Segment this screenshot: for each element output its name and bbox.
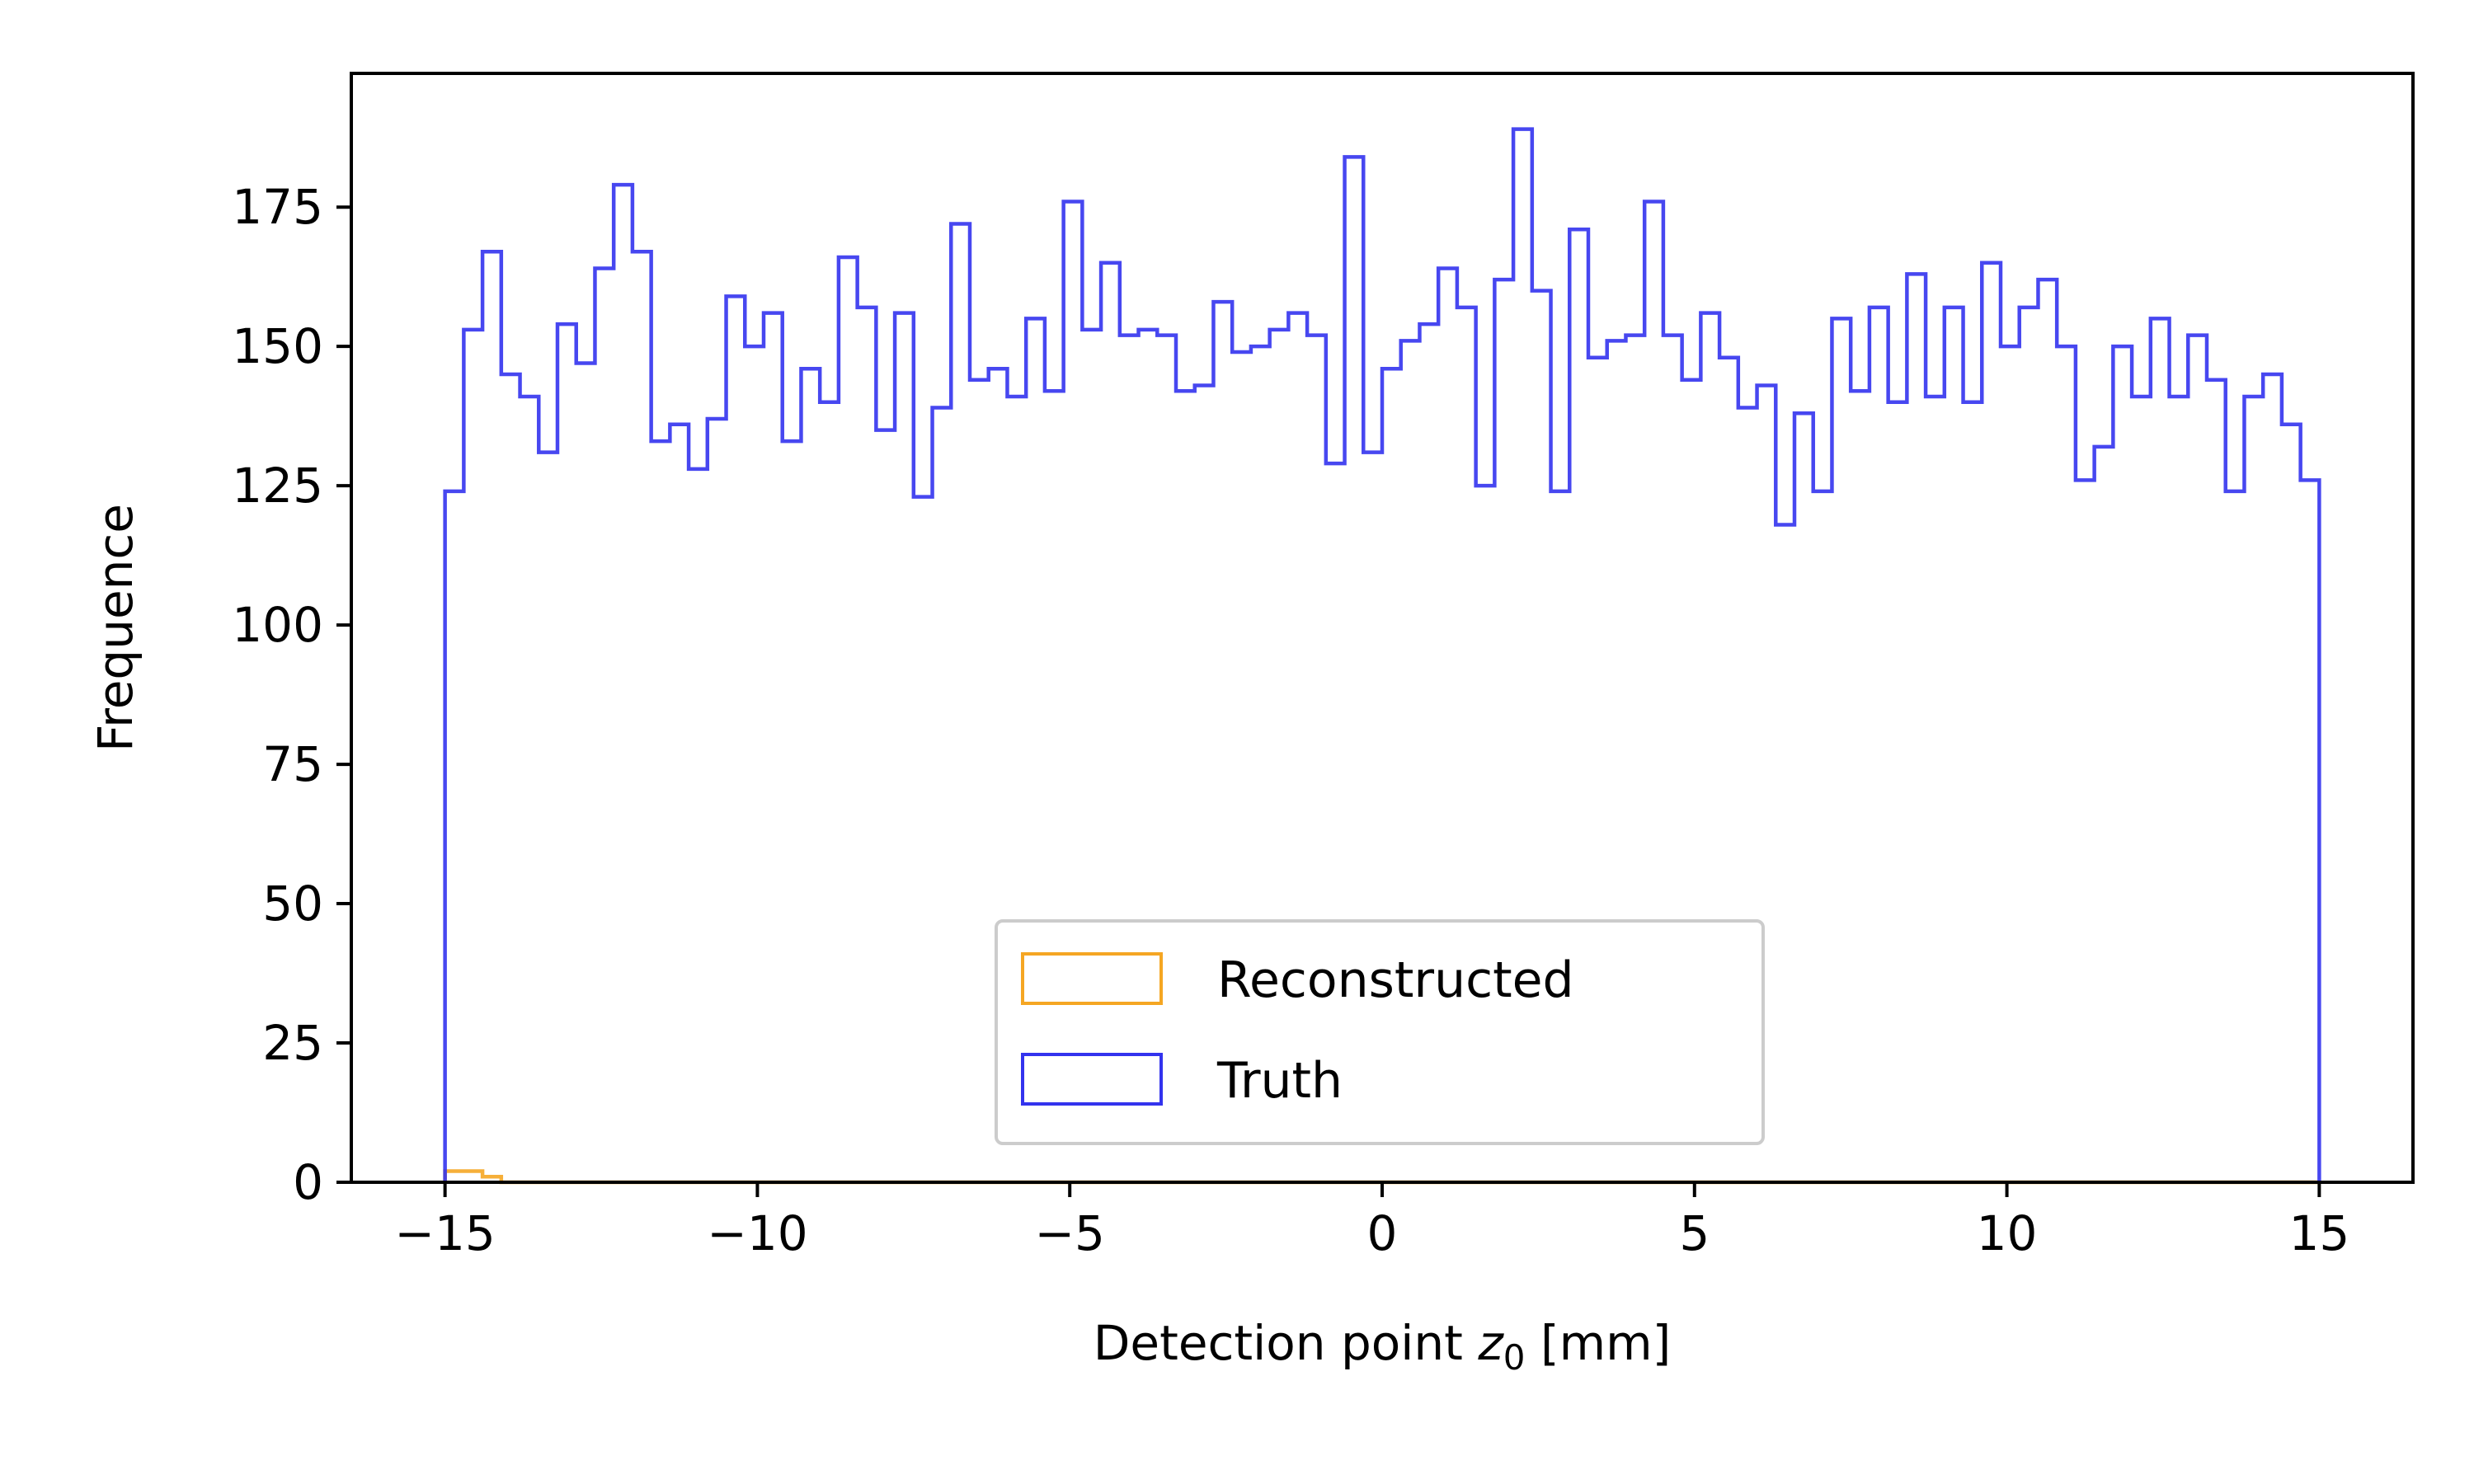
x-tick-label: −5 [1034,1205,1105,1261]
y-axis: 0 25 50 75 100 125 150 175 [232,179,351,1210]
y-tick-label: 100 [232,597,323,653]
legend-box [995,919,1765,1145]
x-axis-label-sub: 0 [1503,1337,1526,1378]
x-tick-label: −10 [707,1205,807,1261]
y-tick-label: 75 [262,736,323,792]
y-tick-label: 175 [232,179,323,235]
x-tick-label: 10 [1977,1205,2038,1261]
legend-swatch-reconstructed [1021,952,1163,1005]
y-tick-label: 150 [232,318,323,374]
y-axis-label: Frequence [87,504,143,752]
x-axis-label: Detection point z0 [mm] [1094,1315,1671,1378]
x-tick-label: 15 [2288,1205,2349,1261]
x-tick-label: 0 [1367,1205,1398,1261]
legend-label-reconstructed: Reconstructed [1217,951,1574,1009]
x-tick-label: 5 [1679,1205,1710,1261]
series-reconstructed-step [443,1169,2320,1185]
x-axis: −15 −10 −5 0 5 10 15 [394,1182,2349,1261]
legend: Reconstructed Truth [995,919,1765,1145]
y-tick-label: 125 [232,458,323,514]
y-tick-label: 0 [293,1154,323,1210]
legend-swatch-truth [1021,1053,1163,1106]
series-truth-step [443,127,2321,1182]
legend-label-truth: Truth [1216,1052,1343,1110]
y-tick-label: 50 [262,876,323,932]
x-axis-label-var: z [1477,1315,1504,1371]
x-axis-label-unit: [mm] [1526,1315,1672,1371]
x-axis-label-main: Detection point [1094,1315,1479,1371]
x-tick-label: −15 [394,1205,495,1261]
y-tick-label: 25 [262,1015,323,1071]
